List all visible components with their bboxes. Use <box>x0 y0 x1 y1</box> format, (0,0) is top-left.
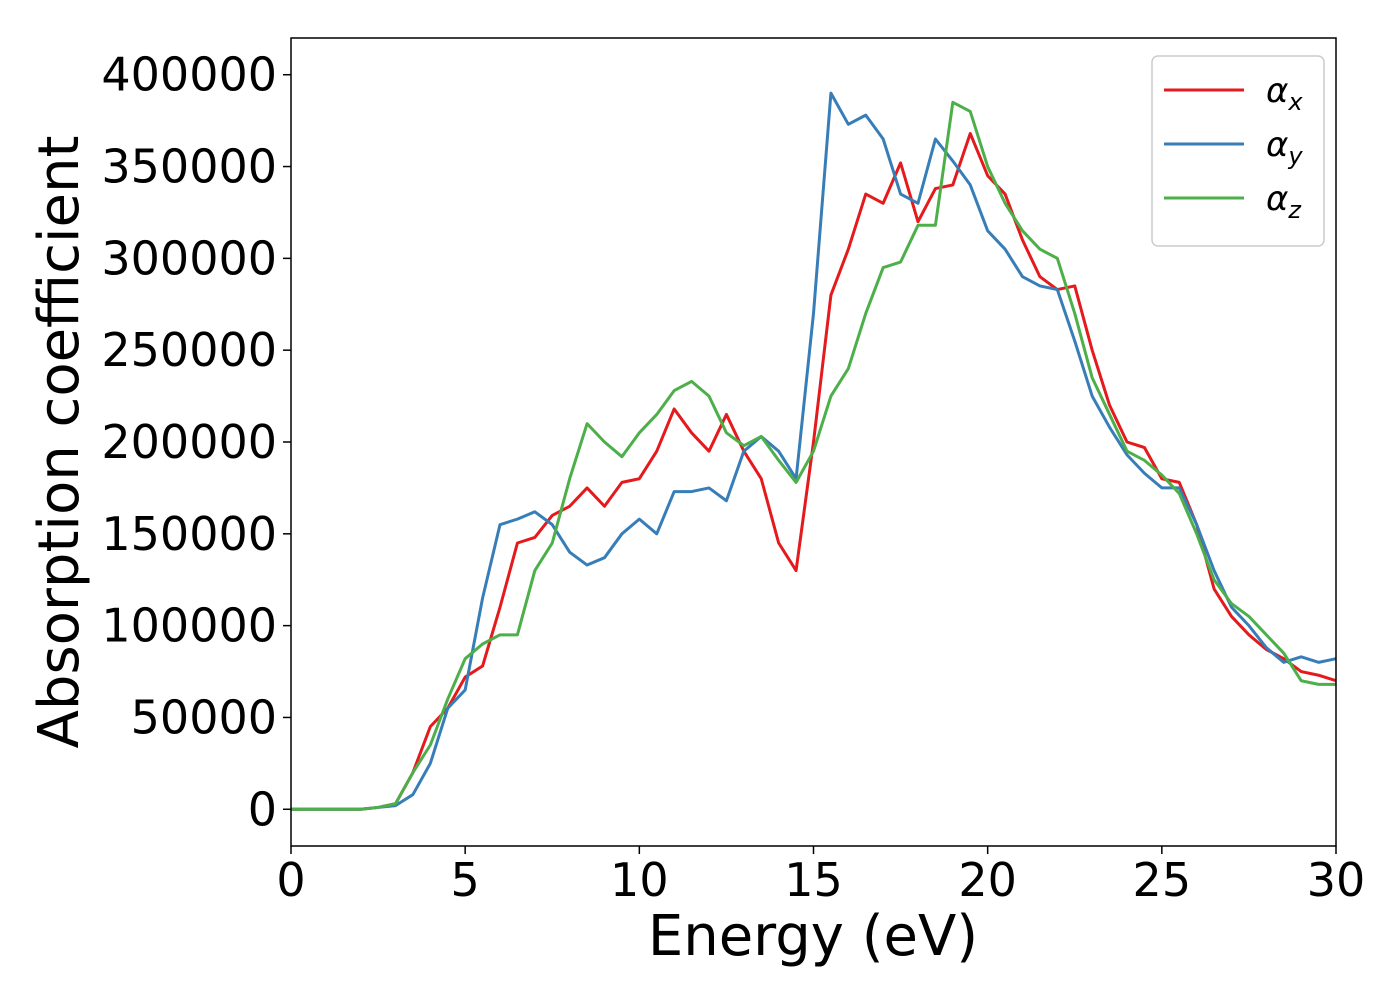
y-tick-label: 100000 <box>101 599 277 653</box>
x-axis-label: Energy (eV) <box>648 904 978 969</box>
x-tick-label: 25 <box>1133 853 1192 907</box>
y-tick-label: 150000 <box>101 507 277 561</box>
legend-label: αz <box>1266 179 1302 224</box>
legend-label: αy <box>1266 125 1303 170</box>
y-tick-label: 0 <box>248 782 277 836</box>
y-tick-label: 50000 <box>131 690 277 744</box>
series-line <box>291 100 1336 811</box>
series-line <box>291 131 1337 811</box>
series-line <box>291 91 1337 811</box>
y-tick-label: 400000 <box>101 48 277 102</box>
x-tick-label: 15 <box>784 853 843 907</box>
y-tick-label: 200000 <box>101 415 277 469</box>
y-tick-label: 350000 <box>101 140 277 194</box>
y-tick-label: 300000 <box>101 231 277 285</box>
x-tick-label: 20 <box>958 853 1017 907</box>
legend-label: αx <box>1266 71 1303 116</box>
x-tick-label: 10 <box>610 853 669 907</box>
x-tick-label: 30 <box>1307 853 1366 907</box>
y-tick-label: 250000 <box>101 323 277 377</box>
y-axis-label: Absorption coefficient <box>27 136 92 749</box>
x-tick-label: 5 <box>451 853 480 907</box>
plot-frame <box>290 37 1337 847</box>
x-tick-label: 0 <box>276 853 305 907</box>
